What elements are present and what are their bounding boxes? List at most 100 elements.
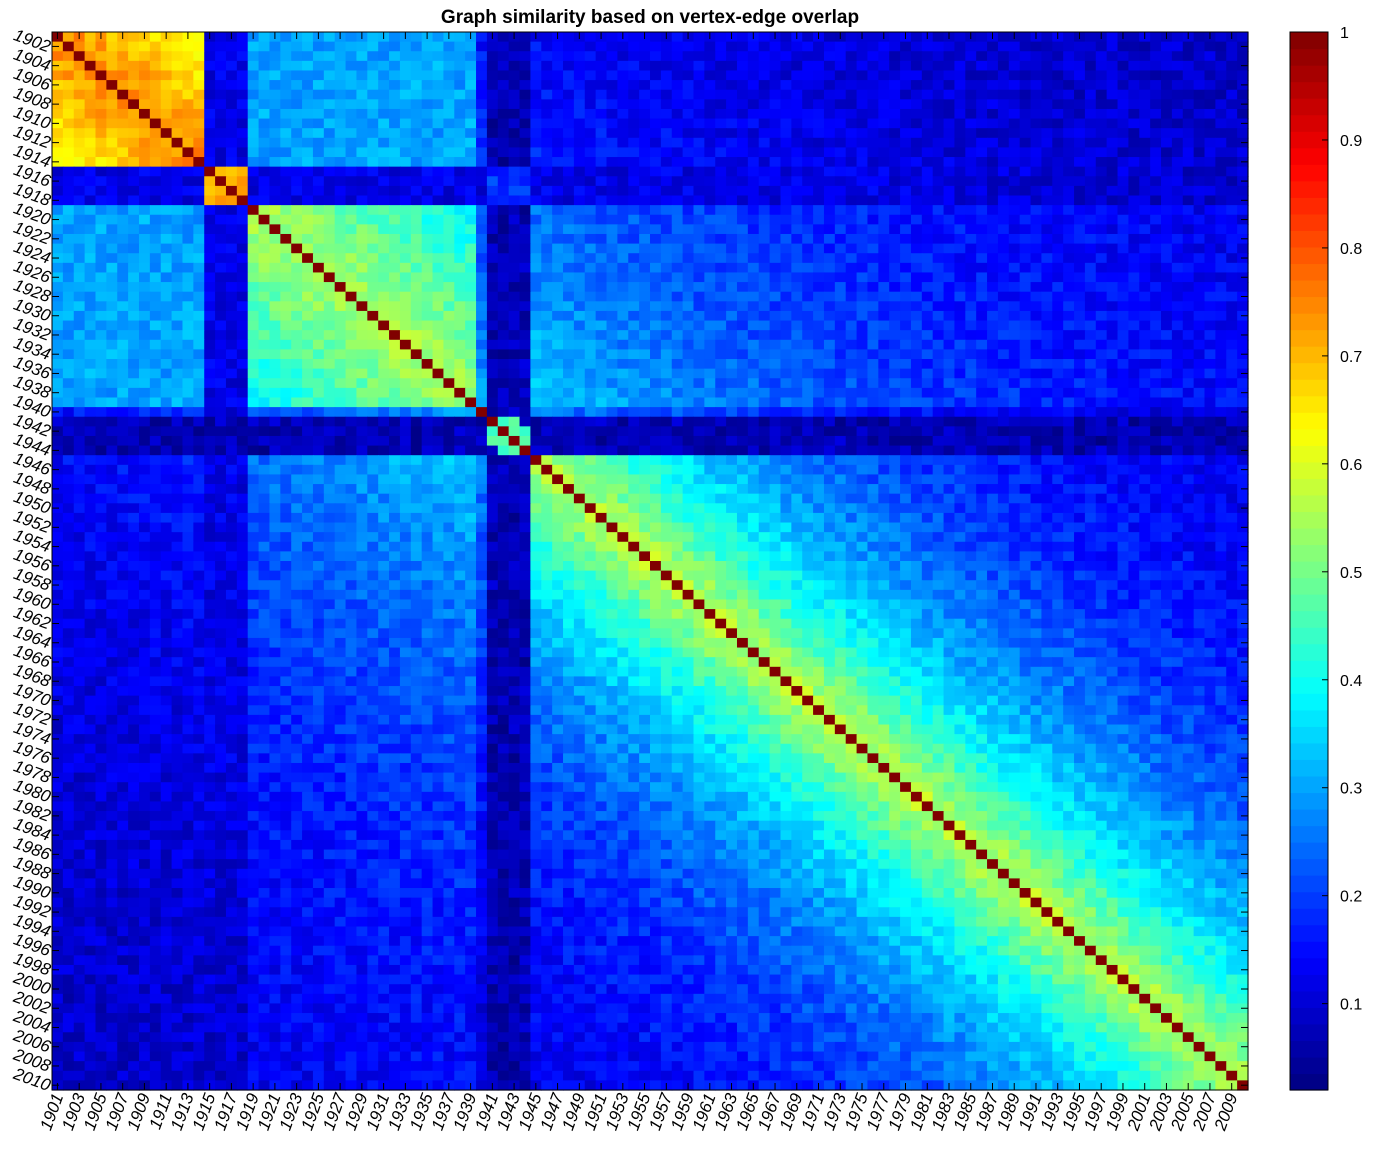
heatmap-cell [324,340,335,350]
heatmap-cell [889,455,900,465]
heatmap-cell [411,359,422,369]
heatmap-cell [443,388,454,398]
heatmap-cell [1063,436,1074,446]
heatmap-cell [400,359,411,369]
heatmap-cell [715,119,726,129]
heatmap-cell [715,32,726,42]
heatmap-cell [944,369,955,379]
heatmap-cell [726,128,737,138]
heatmap-cell [204,167,215,177]
heatmap-cell [1107,128,1118,138]
heatmap-cell [987,253,998,263]
heatmap-cell [944,70,955,80]
heatmap-cell [498,417,509,427]
heatmap-cell [759,51,770,61]
heatmap-cell [846,436,857,446]
heatmap-cell [726,167,737,177]
heatmap-cell [324,272,335,282]
heatmap-cell [1096,397,1107,407]
heatmap-cell [193,42,204,52]
heatmap-cell [813,90,824,100]
heatmap-cell [1128,359,1139,369]
heatmap-cell [726,234,737,244]
heatmap-cell [574,253,585,263]
heatmap-cell [585,128,596,138]
heatmap-cell [1226,340,1237,350]
heatmap-cell [291,157,302,167]
heatmap-cell [1031,205,1042,215]
heatmap-cell [280,61,291,71]
heatmap-cell [672,359,683,369]
heatmap-cell [215,455,226,465]
heatmap-cell [661,234,672,244]
heatmap-cell [965,340,976,350]
heatmap-cell [933,311,944,321]
heatmap-cell [106,311,117,321]
heatmap-cell [74,119,85,129]
heatmap-cell [737,417,748,427]
heatmap-cell [1020,426,1031,436]
heatmap-cell [770,407,781,417]
heatmap-cell [302,138,313,148]
heatmap-cell [661,157,672,167]
heatmap-cell [335,321,346,331]
heatmap-cell [1041,311,1052,321]
heatmap-cell [954,147,965,157]
heatmap-cell [1150,215,1161,225]
heatmap-cell [846,321,857,331]
heatmap-cell [585,244,596,254]
heatmap-cell [433,176,444,186]
heatmap-cell [389,128,400,138]
heatmap-cell [846,61,857,71]
heatmap-cell [780,359,791,369]
heatmap-cell [900,61,911,71]
heatmap-cell [422,311,433,321]
heatmap-cell [846,138,857,148]
heatmap-cell [704,417,715,427]
heatmap-cell [1063,205,1074,215]
heatmap-cell [389,51,400,61]
heatmap-cell [150,205,161,215]
heatmap-cell [759,99,770,109]
heatmap-cell [389,147,400,157]
heatmap-cell [802,234,813,244]
heatmap-cell [1172,32,1183,42]
heatmap-cell [226,138,237,148]
heatmap-cell [433,42,444,52]
heatmap-cell [574,215,585,225]
heatmap-cell [672,455,683,465]
heatmap-cell [117,138,128,148]
heatmap-cell [1085,215,1096,225]
heatmap-cell [74,301,85,311]
heatmap-cell [1150,157,1161,167]
heatmap-cell [335,167,346,177]
heatmap-cell [204,282,215,292]
heatmap-cell [541,205,552,215]
heatmap-cell [302,51,313,61]
heatmap-cell [400,426,411,436]
heatmap-cell [215,244,226,254]
heatmap-cell [302,321,313,331]
heatmap-cell [63,70,74,80]
heatmap-cell [520,90,531,100]
heatmap-cell [389,90,400,100]
heatmap-cell [95,407,106,417]
heatmap-cell [976,215,987,225]
heatmap-cell [585,311,596,321]
heatmap-cell [726,157,737,167]
heatmap-cell [443,349,454,359]
heatmap-cell [574,388,585,398]
heatmap-cell [313,186,324,196]
heatmap-cell [954,244,965,254]
heatmap-cell [574,359,585,369]
heatmap-cell [1085,167,1096,177]
heatmap-cell [443,426,454,436]
heatmap-cell [672,51,683,61]
heatmap-cell [465,61,476,71]
heatmap-cell [639,359,650,369]
heatmap-cell [998,426,1009,436]
heatmap-cell [476,157,487,167]
heatmap-cell [541,282,552,292]
heatmap-cell [1172,417,1183,427]
heatmap-cell [259,215,270,225]
